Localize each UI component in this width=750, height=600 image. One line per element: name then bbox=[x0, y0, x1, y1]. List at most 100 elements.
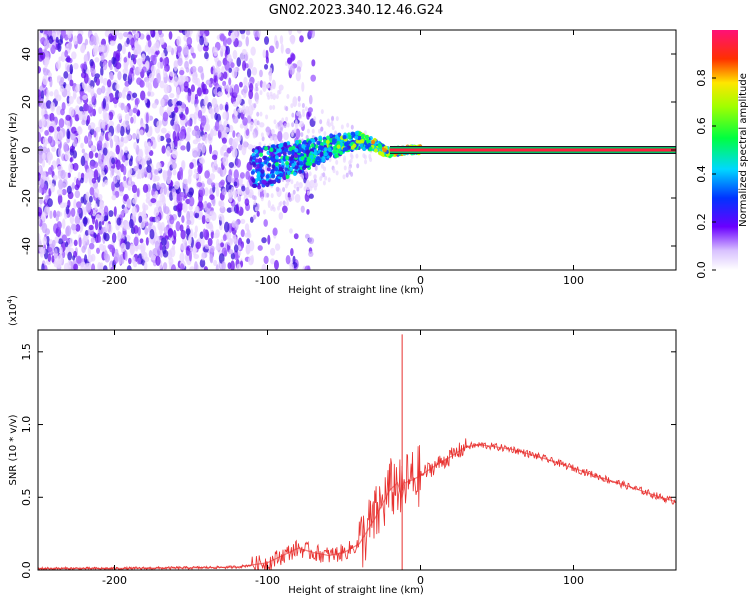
heatmap-cell bbox=[100, 66, 104, 77]
heatmap-cell bbox=[232, 116, 239, 124]
heatmap-cell bbox=[109, 65, 113, 71]
heatmap-cell bbox=[344, 146, 349, 151]
heatmap-cell bbox=[60, 169, 66, 180]
heatmap-cell bbox=[295, 181, 299, 187]
heatmap-cell bbox=[90, 35, 97, 45]
heatmap-cell bbox=[263, 189, 267, 195]
heatmap-cell bbox=[185, 228, 191, 236]
heatmap-cell bbox=[156, 120, 162, 129]
heatmap-cell bbox=[240, 218, 246, 225]
heatmap-cell bbox=[193, 253, 200, 260]
heatmap-cell bbox=[295, 128, 301, 140]
heatmap-cell bbox=[130, 116, 134, 124]
heatmap-cell bbox=[304, 168, 308, 174]
heatmap-cell bbox=[104, 221, 110, 231]
heatmap-cell bbox=[294, 165, 299, 170]
heatmap-cell bbox=[213, 232, 220, 239]
heatmap-cell bbox=[65, 114, 72, 121]
heatmap-cell bbox=[322, 172, 326, 178]
heatmap-cell bbox=[175, 220, 181, 232]
heatmap-cell bbox=[64, 50, 68, 58]
heatmap-cell bbox=[176, 45, 182, 53]
heatmap-cell bbox=[82, 94, 88, 101]
heatmap-cell bbox=[320, 109, 324, 115]
heatmap-cell bbox=[100, 165, 105, 172]
heatmap-cell bbox=[68, 162, 73, 173]
heatmap-cell bbox=[255, 153, 260, 158]
heatmap-cell bbox=[42, 236, 48, 245]
heatmap-cell bbox=[305, 161, 310, 166]
x-tick-label: -100 bbox=[255, 274, 280, 287]
heatmap-cell bbox=[306, 111, 310, 120]
heatmap-cell bbox=[153, 209, 160, 217]
heatmap-cell bbox=[89, 128, 95, 136]
heatmap-cell bbox=[132, 198, 137, 205]
heatmap-cell bbox=[300, 132, 304, 138]
heatmap-cell bbox=[221, 130, 226, 138]
heatmap-cell bbox=[278, 172, 283, 178]
heatmap-cell bbox=[124, 105, 129, 113]
heatmap-cell bbox=[183, 81, 189, 89]
heatmap-cell bbox=[362, 153, 366, 159]
heatmap-cell bbox=[178, 75, 183, 85]
heatmap-cell bbox=[159, 80, 165, 89]
heatmap-cell bbox=[121, 89, 126, 99]
heatmap-cell bbox=[154, 41, 160, 52]
heatmap-cell bbox=[233, 190, 237, 200]
heatmap-cell bbox=[198, 210, 204, 219]
heatmap-cell bbox=[259, 122, 265, 128]
heatmap-cell bbox=[233, 181, 238, 187]
heatmap-cell bbox=[115, 62, 122, 70]
heatmap-cell bbox=[328, 157, 332, 163]
heatmap-cell bbox=[150, 198, 157, 204]
heatmap-cell bbox=[299, 161, 304, 166]
heatmap-cell bbox=[280, 43, 284, 54]
heatmap-cell bbox=[217, 91, 222, 97]
heatmap-cell bbox=[273, 119, 277, 125]
y-tick-label: 1.5 bbox=[20, 343, 33, 361]
heatmap-cell bbox=[202, 45, 209, 52]
heatmap-cell bbox=[199, 258, 206, 268]
heatmap-cell bbox=[128, 71, 132, 80]
snr-y-label: SNR (10 * v/v) bbox=[8, 414, 19, 485]
heatmap-cell bbox=[205, 214, 212, 223]
heatmap-cell bbox=[115, 83, 120, 90]
heatmap-cell bbox=[224, 104, 229, 112]
heatmap-cell bbox=[162, 262, 168, 270]
heatmap-cell bbox=[309, 186, 313, 192]
heatmap-cell bbox=[289, 156, 294, 161]
heatmap-cell bbox=[187, 174, 192, 185]
heatmap-cell bbox=[285, 106, 289, 112]
heatmap-cell bbox=[313, 185, 317, 191]
heatmap-cell bbox=[172, 169, 177, 176]
heatmap-cell bbox=[264, 36, 270, 45]
heatmap-cell bbox=[107, 132, 112, 139]
heatmap-cell bbox=[50, 164, 54, 173]
heatmap-cell bbox=[195, 241, 201, 250]
heatmap-cell bbox=[61, 188, 67, 196]
heatmap-cell bbox=[156, 72, 161, 84]
heatmap-cell bbox=[86, 115, 91, 125]
heatmap-cell bbox=[102, 98, 107, 109]
heatmap-cell bbox=[116, 170, 121, 181]
heatmap-cell bbox=[212, 129, 218, 137]
heatmap-cell bbox=[173, 60, 178, 72]
heatmap-cell bbox=[96, 140, 103, 150]
heatmap-cell bbox=[167, 227, 174, 238]
heatmap-cell bbox=[189, 162, 194, 169]
heatmap-cell bbox=[140, 90, 146, 101]
heatmap-cell bbox=[274, 170, 279, 175]
heatmap-cell bbox=[213, 88, 219, 95]
heatmap-cell bbox=[198, 156, 204, 164]
heatmap-cell bbox=[248, 97, 252, 106]
heatmap-cell bbox=[267, 200, 271, 209]
heatmap-cell bbox=[309, 179, 316, 189]
heatmap-cell bbox=[190, 84, 195, 93]
heatmap-cell bbox=[41, 146, 48, 154]
heatmap-cell bbox=[202, 228, 207, 238]
heatmap-cell bbox=[124, 250, 128, 262]
heatmap-cell bbox=[215, 107, 220, 113]
heatmap-cell bbox=[233, 244, 239, 253]
heatmap-cell bbox=[229, 85, 233, 93]
